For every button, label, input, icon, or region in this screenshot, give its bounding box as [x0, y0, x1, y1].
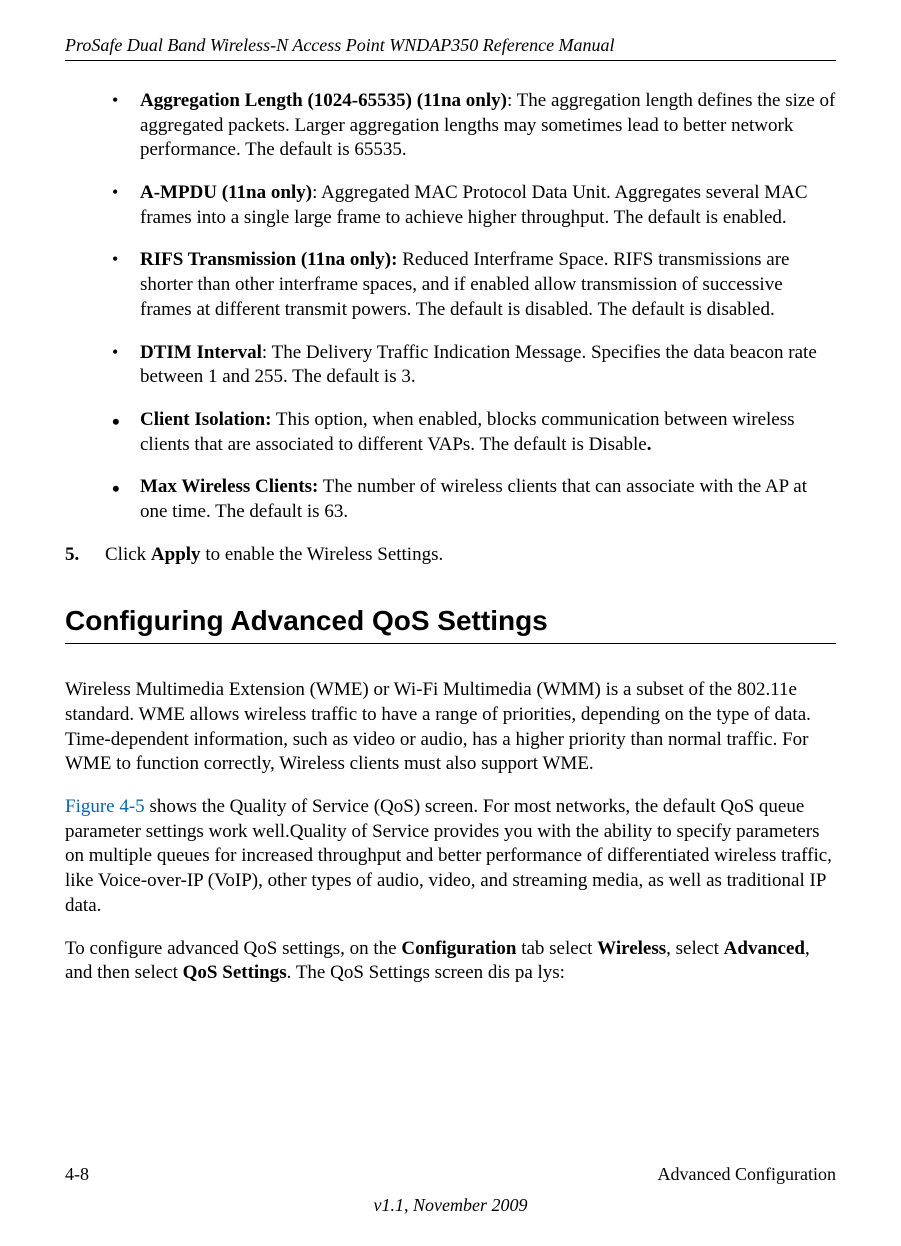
step-suffix: to enable the Wireless Settings. [201, 544, 444, 565]
bullet-item: Client Isolation: This option, when enab… [110, 408, 836, 457]
bullet-label: Max Wireless Clients: [140, 476, 318, 497]
body-paragraph: To configure advanced QoS settings, on t… [65, 937, 836, 986]
bullet-trailing: . [647, 434, 652, 455]
bullet-item: DTIM Interval: The Delivery Traffic Indi… [110, 341, 836, 390]
figure-link[interactable]: Figure 4-5 [65, 796, 145, 817]
bold-text: Advanced [724, 938, 805, 959]
bullet-label: DTIM Interval [140, 342, 262, 363]
page-footer: 4-8 Advanced Configuration v1.1, Novembe… [65, 1164, 836, 1216]
paragraph-text: tab select [516, 938, 597, 959]
bold-text: Configuration [401, 938, 516, 959]
section-rule [65, 643, 836, 644]
paragraph-text: shows the Quality of Service (QoS) scree… [65, 796, 832, 916]
footer-version: v1.1, November 2009 [65, 1195, 836, 1216]
body-paragraph: Wireless Multimedia Extension (WME) or W… [65, 678, 836, 777]
bullet-label: Client Isolation: [140, 409, 271, 430]
step-item: 5. Click Apply to enable the Wireless Se… [65, 543, 836, 568]
bold-text: Wireless [597, 938, 666, 959]
footer-section: Advanced Configuration [658, 1164, 836, 1185]
paragraph-text: . The QoS Settings screen dis pa lys: [287, 962, 565, 983]
bullet-item: Aggregation Length (1024-65535) (11na on… [110, 89, 836, 163]
bold-text: QoS Settings [183, 962, 287, 983]
bullet-item: A-MPDU (11na only): Aggregated MAC Proto… [110, 181, 836, 230]
bullet-item: Max Wireless Clients: The number of wire… [110, 475, 836, 524]
step-prefix: Click [105, 544, 151, 565]
bullet-label: Aggregation Length (1024-65535) (11na on… [140, 90, 507, 111]
bullet-label: A-MPDU (11na only) [140, 182, 312, 203]
section-title: Configuring Advanced QoS Settings [65, 605, 836, 637]
paragraph-text: , select [666, 938, 724, 959]
bullet-label: RIFS Transmission (11na only): [140, 249, 397, 270]
step-number: 5. [65, 543, 79, 568]
footer-page-number: 4-8 [65, 1164, 89, 1185]
step-bold: Apply [151, 544, 201, 565]
body-paragraph: Figure 4-5 shows the Quality of Service … [65, 795, 836, 918]
page-header: ProSafe Dual Band Wireless-N Access Poin… [65, 35, 836, 56]
bullet-item: RIFS Transmission (11na only): Reduced I… [110, 248, 836, 322]
bullet-list: Aggregation Length (1024-65535) (11na on… [110, 89, 836, 525]
paragraph-text: To configure advanced QoS settings, on t… [65, 938, 401, 959]
header-rule [65, 60, 836, 61]
